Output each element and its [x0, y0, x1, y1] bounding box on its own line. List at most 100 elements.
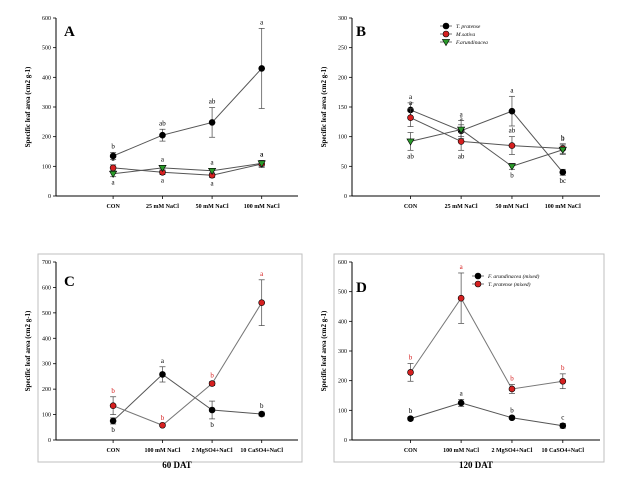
significance-letter: b [210, 372, 214, 380]
legend-marker [442, 22, 450, 30]
series-1: b b b a [109, 270, 266, 429]
series-2: a a a a [108, 150, 266, 187]
data-point [407, 415, 414, 422]
series-line [112, 302, 263, 426]
data-point [258, 299, 266, 306]
data-point [109, 402, 117, 409]
significance-letter: c [561, 413, 564, 421]
significance-letter: a [211, 180, 215, 188]
series-line [410, 109, 564, 173]
panel-d: 0 100 200 300 400 500 600 CON 100 mM NaCl 2 MgSO4… [320, 253, 605, 470]
y-tick-label: 600 [42, 285, 51, 291]
data-point [258, 410, 266, 418]
legend-marker [474, 272, 482, 280]
y-tick-label: 400 [42, 75, 51, 81]
x-tick-label: 10 CaSO4+NaCl [240, 448, 283, 454]
significance-letter: a [112, 155, 116, 163]
y-tick-label: 100 [338, 408, 347, 414]
x-tick-label: 2 MgSO4+NaCl [192, 448, 233, 454]
y-tick-label: 500 [42, 46, 51, 52]
data-point [559, 422, 567, 430]
significance-letter: b [260, 402, 264, 410]
data-point [207, 167, 217, 175]
data-point [159, 131, 166, 139]
data-point [559, 377, 567, 385]
data-point [109, 417, 117, 425]
x-tick-label: 50 mM NaCl [495, 204, 528, 210]
y-tick-label: 50 [341, 164, 347, 170]
panel-letter: A [64, 24, 75, 40]
y-tick-label: 600 [42, 16, 51, 22]
legend-label: T. pratense [456, 24, 481, 30]
significance-letter: a [161, 357, 165, 365]
data-point [558, 146, 567, 154]
x-tick-label: CON [404, 448, 418, 454]
significance-letter: b [510, 406, 514, 414]
y-tick-label: 200 [42, 387, 51, 393]
legend-label: F. arundinacea (mixed) [487, 273, 540, 280]
significance-letter: a [211, 158, 215, 166]
y-tick-label: 200 [338, 379, 347, 385]
legend-marker [441, 39, 451, 47]
x-tick-label: CON [106, 448, 120, 454]
y-tick-label: 300 [338, 16, 347, 22]
significance-letter: ab [209, 98, 216, 106]
significance-letter: a [460, 263, 464, 271]
panel-letter: C [64, 274, 75, 290]
significance-letter: a [260, 18, 264, 26]
y-tick-label: 700 [42, 260, 51, 266]
significance-letter: b [111, 387, 115, 395]
data-point [456, 126, 466, 134]
data-point [208, 380, 216, 387]
y-tick-label: 500 [42, 311, 51, 317]
y-tick-label: 300 [42, 105, 51, 111]
series-0: b a b b [109, 357, 266, 434]
x-tick-label: 25 mM NaCl [146, 204, 179, 210]
legend-marker [474, 280, 482, 288]
y-tick-label: 400 [42, 336, 51, 342]
series-1: a a a a [109, 150, 266, 188]
y-tick-label: 0 [48, 194, 51, 200]
significance-letter: b [111, 426, 115, 434]
series-line [410, 297, 563, 390]
significance-letter: a [161, 177, 165, 185]
y-axis-label: Specific leaf area (cm2 g-1) [320, 66, 328, 147]
x-tick-label: 100 mM NaCl [144, 448, 180, 454]
x-axis-label: 60 DAT [162, 460, 192, 470]
y-tick-label: 200 [42, 135, 51, 141]
y-tick-label: 400 [338, 319, 347, 325]
significance-letter: ab [407, 152, 414, 160]
series-line [113, 163, 262, 176]
panel-letter: B [356, 24, 366, 40]
significance-letter: b [561, 134, 565, 142]
data-point [507, 163, 517, 171]
legend-label: M.sativa [455, 32, 475, 38]
panel-b: 0 50 100 150 200 250 300 CON 25 mM NaCl 50 mM NaC… [320, 16, 600, 210]
data-point [109, 164, 117, 172]
data-point [508, 414, 516, 422]
data-point [508, 142, 516, 149]
y-axis-label: Specific leaf area (cm2 g-1) [24, 310, 32, 391]
legend-label: F.arundinacea [455, 40, 488, 46]
y-tick-label: 600 [338, 260, 347, 266]
x-tick-label: 100 mM NaCl [545, 204, 581, 210]
data-point [508, 385, 516, 393]
panel-c: 0 100 200 300 400 500 600 700 CON 100 mM NaCl 2 Mg… [24, 253, 303, 470]
series-0: b a b c [407, 389, 567, 430]
data-point [257, 160, 266, 168]
significance-letter: a [460, 115, 464, 123]
data-point [457, 294, 465, 302]
y-tick-label: 0 [344, 194, 347, 200]
significance-letter: b [111, 142, 115, 150]
data-point [457, 138, 465, 145]
y-tick-label: 0 [344, 438, 347, 444]
panel-a: 0 100 200 300 400 500 600 CON 25 mM NaCl 50 mM Na… [24, 16, 298, 210]
significance-letter: b [161, 414, 165, 422]
significance-letter: b [409, 353, 413, 361]
series-1: b a b b [407, 263, 567, 394]
significance-letter: b [510, 171, 514, 179]
significance-letter: a [260, 150, 264, 158]
data-point [407, 114, 414, 121]
x-tick-label: 2 MgSO4+NaCl [491, 448, 532, 454]
